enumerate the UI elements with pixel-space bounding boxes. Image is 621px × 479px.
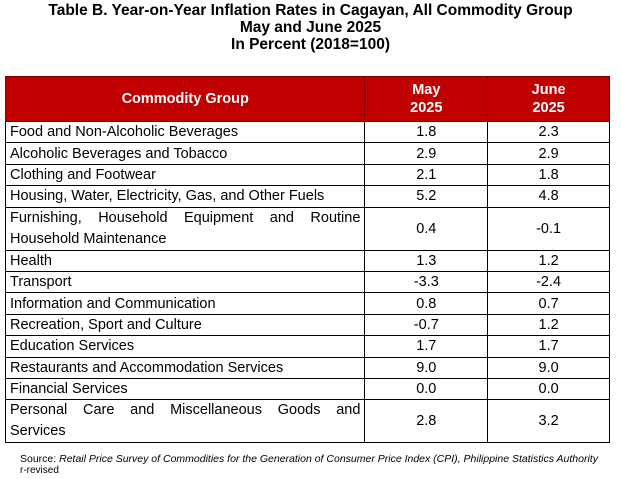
commodity-group-cell: Restaurants and Accommodation Services bbox=[4, 356, 366, 379]
commodity-group-cell: Transport bbox=[4, 270, 366, 294]
may-value-cell: 0.0 bbox=[364, 377, 489, 401]
table-row: Furnishing, Household Equipment and Rout… bbox=[4, 206, 610, 251]
june-value-cell: 9.0 bbox=[487, 356, 610, 379]
commodity-group-cell: Alcoholic Beverages and Tobacco bbox=[4, 142, 366, 165]
may-value-cell: 2.8 bbox=[364, 399, 489, 444]
may-value-cell: 0.8 bbox=[364, 292, 489, 315]
may-value-cell: 5.2 bbox=[364, 185, 489, 208]
june-value-cell: 1.7 bbox=[487, 335, 610, 358]
table-row: Education Services 1.7 1.7 bbox=[4, 335, 610, 358]
commodity-group-cell: Financial Services bbox=[4, 377, 366, 401]
header-may-month: May bbox=[412, 82, 441, 98]
header-may-2025: May 2025 bbox=[364, 76, 489, 122]
table-row: Information and Communication 0.8 0.7 bbox=[4, 292, 610, 315]
june-value-cell: 4.8 bbox=[487, 185, 610, 208]
may-value-cell: 2.1 bbox=[364, 163, 489, 187]
commodity-group-cell: Clothing and Footwear bbox=[4, 163, 366, 187]
commodity-group-cell: Recreation, Sport and Culture bbox=[4, 313, 366, 337]
table-row: Financial Services 0.0 0.0 bbox=[4, 377, 610, 401]
commodity-group-cell: Food and Non-Alcoholic Beverages bbox=[4, 120, 366, 144]
table-row: Restaurants and Accommodation Services 9… bbox=[4, 356, 610, 379]
table-row: Clothing and Footwear 2.1 1.8 bbox=[4, 163, 610, 187]
inflation-table: Commodity Group May 2025 June 2025 Food … bbox=[4, 76, 610, 444]
may-value-cell: -0.7 bbox=[364, 313, 489, 337]
source-note: Source: Retail Price Survey of Commoditi… bbox=[20, 453, 615, 465]
may-value-cell: 1.8 bbox=[364, 120, 489, 144]
revised-footnote: r-revised bbox=[20, 465, 59, 476]
table-header-row: Commodity Group May 2025 June 2025 bbox=[4, 76, 610, 122]
header-june-month: June bbox=[531, 82, 566, 98]
june-value-cell: 1.2 bbox=[487, 249, 610, 272]
commodity-group-cell: Housing, Water, Electricity, Gas, and Ot… bbox=[4, 185, 366, 208]
header-commodity-group: Commodity Group bbox=[4, 76, 366, 122]
title-line-3: In Percent (2018=100) bbox=[231, 36, 390, 53]
commodity-group-cell: Personal Care and Miscellaneous Goods an… bbox=[4, 399, 366, 444]
source-label: Source: bbox=[20, 453, 60, 465]
commodity-group-cell: Information and Communication bbox=[4, 292, 366, 315]
june-value-cell: 0.7 bbox=[487, 292, 610, 315]
june-value-cell: -0.1 bbox=[487, 206, 610, 251]
june-value-cell: 0.0 bbox=[487, 377, 610, 401]
may-value-cell: 0.4 bbox=[364, 206, 489, 251]
may-value-cell: 1.3 bbox=[364, 249, 489, 272]
may-value-cell: 9.0 bbox=[364, 356, 489, 379]
header-june-2025: June 2025 bbox=[487, 76, 610, 122]
june-value-cell: -2.4 bbox=[487, 270, 610, 294]
table-row: Personal Care and Miscellaneous Goods an… bbox=[4, 399, 610, 444]
june-value-cell: 2.3 bbox=[487, 120, 610, 144]
title-line-1: Table B. Year-on-Year Inflation Rates in… bbox=[48, 2, 573, 19]
june-value-cell: 1.2 bbox=[487, 313, 610, 337]
source-text: Retail Price Survey of Commodities for t… bbox=[59, 453, 598, 465]
may-value-cell: 1.7 bbox=[364, 335, 489, 358]
table-row: Housing, Water, Electricity, Gas, and Ot… bbox=[4, 185, 610, 208]
commodity-group-cell: Health bbox=[4, 249, 366, 272]
commodity-group-cell: Education Services bbox=[4, 335, 366, 358]
may-value-cell: 2.9 bbox=[364, 142, 489, 165]
table-row: Food and Non-Alcoholic Beverages 1.8 2.3 bbox=[4, 120, 610, 144]
june-value-cell: 1.8 bbox=[487, 163, 610, 187]
table-row: Health 1.3 1.2 bbox=[4, 249, 610, 272]
table-row: Alcoholic Beverages and Tobacco 2.9 2.9 bbox=[4, 142, 610, 165]
title-line-2: May and June 2025 bbox=[239, 19, 382, 36]
june-value-cell: 2.9 bbox=[487, 142, 610, 165]
may-value-cell: -3.3 bbox=[364, 270, 489, 294]
june-value-cell: 3.2 bbox=[487, 399, 610, 444]
table-row: Recreation, Sport and Culture -0.7 1.2 bbox=[4, 313, 610, 337]
commodity-group-cell: Furnishing, Household Equipment and Rout… bbox=[4, 206, 366, 251]
table-title: Table B. Year-on-Year Inflation Rates in… bbox=[0, 2, 621, 53]
table-row: Transport -3.3 -2.4 bbox=[4, 270, 610, 294]
header-may-year: 2025 bbox=[410, 100, 443, 116]
header-june-year: 2025 bbox=[532, 100, 565, 116]
